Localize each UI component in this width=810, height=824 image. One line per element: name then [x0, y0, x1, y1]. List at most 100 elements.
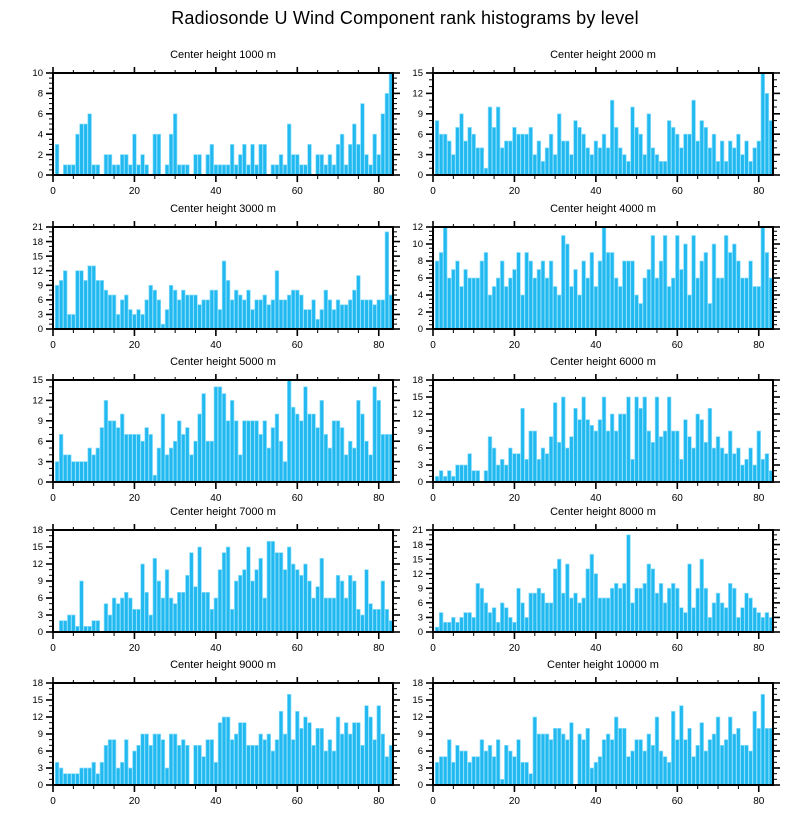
y-tick-label: 9: [38, 729, 43, 740]
histogram-bars: [434, 396, 774, 483]
x-tick-label: 40: [590, 340, 602, 351]
tick-labels: 0 2 4 6 8 10 0 20 40 60 80: [32, 68, 384, 197]
x-tick-label: 80: [753, 493, 765, 504]
x-tick-label: 80: [753, 796, 765, 807]
y-tick-label: 0: [418, 627, 423, 638]
x-tick-label: 0: [50, 796, 56, 807]
x-tick-label: 0: [50, 340, 56, 351]
y-tick-label: 8: [38, 89, 43, 100]
x-tick-label: 80: [753, 340, 765, 351]
x-tick-label: 0: [430, 340, 436, 351]
y-tick-label: 9: [38, 280, 43, 291]
panel-center-height-10000-m: Center height 10000 m 0 3 6 9 12 15 18 0 20 40 60 80: [388, 655, 810, 815]
histogram-bars: [54, 379, 394, 483]
x-tick-label: 20: [129, 643, 141, 654]
x-tick-label: 0: [430, 643, 436, 654]
y-tick-label: 18: [32, 678, 43, 689]
y-tick-label: 3: [418, 763, 423, 774]
y-tick-label: 12: [412, 89, 423, 100]
plot-frame: [432, 72, 774, 176]
y-tick-label: 9: [418, 583, 423, 594]
x-tick-label: 40: [590, 493, 602, 504]
y-tick-label: 2: [38, 150, 43, 161]
y-tick-label: 6: [418, 129, 423, 140]
panel-title: Center height 5000 m: [170, 356, 276, 368]
histogram-bars: [434, 72, 774, 176]
y-tick-label: 0: [38, 324, 43, 335]
x-tick-label: 40: [590, 186, 602, 197]
x-tick-label: 20: [509, 340, 521, 351]
panel-title: Center height 6000 m: [550, 356, 656, 368]
x-tick-label: 60: [292, 493, 304, 504]
histogram-bars: [434, 226, 774, 330]
y-tick-label: 0: [418, 477, 423, 488]
panel-center-height-1000-m: Center height 1000 m 0 2 4 6 8 10 0 20 40 60 80: [8, 45, 438, 205]
x-tick-label: 60: [672, 796, 684, 807]
y-tick-label: 0: [38, 627, 43, 638]
histogram-plot: 0 3 6 9 12 15 0 20 40 60 80: [32, 374, 400, 504]
y-tick-label: 3: [38, 610, 43, 621]
tick-labels: 0 2 4 6 8 10 12 0 20 40 60 80: [412, 222, 764, 351]
y-tick-label: 6: [38, 436, 43, 447]
y-tick-label: 15: [32, 695, 43, 706]
panel-title: Center height 8000 m: [550, 506, 656, 518]
y-tick-label: 6: [418, 746, 423, 757]
y-tick-label: 15: [32, 542, 43, 553]
y-tick-label: 4: [38, 129, 43, 140]
y-tick-label: 0: [38, 170, 43, 181]
y-tick-label: 12: [412, 712, 423, 723]
panel-title: Center height 10000 m: [547, 659, 659, 671]
x-tick-label: 80: [373, 186, 385, 197]
y-tick-label: 21: [32, 222, 43, 233]
y-tick-label: 6: [38, 295, 43, 306]
histogram-bars: [54, 72, 394, 176]
y-tick-label: 0: [38, 477, 43, 488]
y-tick-label: 12: [412, 409, 423, 420]
panel-center-height-7000-m: Center height 7000 m 0 3 6 9 12 15 18 0 20 40 60 80: [8, 502, 438, 662]
x-tick-label: 80: [373, 643, 385, 654]
x-tick-label: 40: [590, 643, 602, 654]
y-tick-label: 15: [412, 392, 423, 403]
x-tick-label: 60: [672, 340, 684, 351]
x-tick-label: 20: [129, 796, 141, 807]
histogram-plot: 0 3 6 9 12 15 18 21 0 20 40 60 80: [412, 524, 780, 654]
y-tick-label: 12: [412, 569, 423, 580]
y-tick-label: 0: [418, 170, 423, 181]
histogram-bars: [434, 693, 774, 786]
y-tick-label: 3: [38, 457, 43, 468]
x-tick-label: 20: [129, 493, 141, 504]
panel-title: Center height 7000 m: [170, 506, 276, 518]
tick-labels: 0 3 6 9 12 15 0 20 40 60 80: [412, 68, 764, 197]
x-tick-label: 0: [430, 186, 436, 197]
panel-title: Center height 4000 m: [550, 203, 656, 215]
x-tick-label: 20: [509, 643, 521, 654]
y-tick-label: 9: [38, 416, 43, 427]
y-tick-label: 18: [412, 540, 423, 551]
y-tick-label: 21: [412, 525, 423, 536]
x-tick-label: 80: [373, 493, 385, 504]
y-tick-label: 3: [38, 763, 43, 774]
x-tick-label: 80: [753, 186, 765, 197]
plot-frame: [52, 529, 394, 633]
y-tick-label: 3: [418, 613, 423, 624]
panel-title: Center height 2000 m: [550, 49, 656, 61]
y-tick-label: 12: [32, 396, 43, 407]
x-tick-label: 60: [672, 643, 684, 654]
histogram-plot: 0 3 6 9 12 15 18 0 20 40 60 80: [32, 524, 400, 654]
x-tick-label: 60: [672, 493, 684, 504]
tick-labels: 0 3 6 9 12 15 0 20 40 60 80: [32, 375, 384, 504]
x-tick-label: 60: [672, 186, 684, 197]
plot-frame: [52, 72, 394, 176]
figure-title: Radiosonde U Wind Component rank histogr…: [171, 8, 639, 28]
y-tick-label: 2: [418, 307, 423, 318]
y-tick-label: 18: [32, 237, 43, 248]
y-tick-label: 12: [32, 712, 43, 723]
x-tick-label: 80: [753, 643, 765, 654]
y-tick-label: 9: [38, 576, 43, 587]
plot-frame: [52, 226, 394, 330]
histogram-bars: [58, 540, 394, 633]
histogram-plot: 0 3 6 9 12 15 18 0 20 40 60 80: [32, 677, 400, 807]
x-tick-label: 40: [210, 493, 222, 504]
y-tick-label: 15: [412, 554, 423, 565]
